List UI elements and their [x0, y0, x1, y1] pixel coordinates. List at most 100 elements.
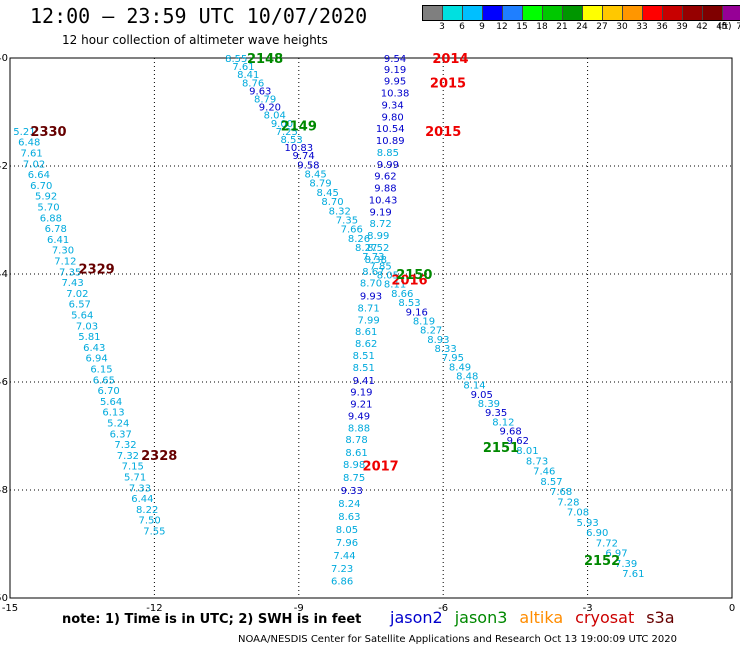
swh-value-label: 8.62	[355, 339, 377, 350]
swh-value-label: 8.05	[336, 525, 358, 536]
swh-value-label: 5.71	[124, 473, 146, 484]
legend-jason2: jason2	[390, 608, 443, 627]
swh-value-label: 6.86	[331, 577, 353, 588]
swh-value-label: 8.53	[280, 135, 302, 146]
color-swatch	[483, 6, 503, 20]
swh-value-label: 9.05	[471, 390, 493, 401]
swh-value-label: 6.41	[47, 235, 69, 246]
color-scale-tick: 27	[596, 22, 608, 32]
swh-value-label: 7.99	[357, 315, 379, 326]
swh-value-label: 6.88	[40, 213, 62, 224]
track-time-label: 2150	[396, 268, 432, 283]
color-scale-tick: 12	[496, 22, 508, 32]
swh-value-label: 10.38	[381, 89, 410, 100]
swh-value-label: 8.45	[317, 188, 339, 199]
track-time-label: 2152	[584, 554, 620, 569]
swh-value-label: 8.53	[398, 298, 420, 309]
swh-value-label: 7.43	[61, 278, 83, 289]
swh-value-label: 8.38	[365, 255, 387, 266]
x-tick-label: -12	[146, 603, 162, 614]
swh-value-label: 8.14	[463, 381, 485, 392]
swh-value-label: 5.92	[35, 192, 57, 203]
swh-value-label: 9.54	[384, 54, 406, 65]
x-tick-label: -3	[583, 603, 593, 614]
color-scale-ticks: 36912151821242730333639424570	[422, 22, 740, 36]
swh-value-label: 7.15	[122, 462, 144, 473]
swh-value-label: 6.94	[86, 354, 108, 365]
swh-value-label: 8.63	[338, 512, 360, 523]
color-swatch	[603, 6, 623, 20]
swh-value-label: 7.02	[23, 159, 45, 170]
swh-value-label: 9.00	[271, 119, 293, 130]
swh-value-label: 7.35	[59, 267, 81, 278]
legend-jason3: jason3	[454, 608, 508, 627]
color-scale-legend	[422, 5, 740, 21]
swh-value-label: 8.41	[237, 70, 259, 81]
swh-value-label: 9.62	[374, 172, 396, 183]
swh-value-label: 8.24	[338, 499, 360, 510]
swh-value-label: 8.67	[362, 267, 384, 278]
swh-value-label: 7.33	[129, 483, 151, 494]
swh-value-label: 8.05	[377, 271, 399, 282]
track-time-label: 2149	[281, 120, 317, 135]
y-tick-label: 40	[0, 53, 8, 64]
color-swatch	[723, 6, 740, 20]
color-swatch	[663, 6, 683, 20]
swh-value-label: 7.32	[117, 451, 139, 462]
track-time-label: 2015	[430, 76, 466, 91]
swh-value-label: 8.85	[377, 148, 399, 159]
swh-value-label: 7.61	[232, 62, 254, 73]
swh-value-label: 7.08	[567, 508, 589, 519]
swh-value-label: 8.11	[384, 280, 406, 291]
swh-value-label: 9.95	[384, 77, 406, 88]
swh-value-label: 8.61	[355, 327, 377, 338]
swh-value-label: 9.20	[259, 103, 281, 114]
color-scale-tick: 6	[459, 22, 465, 32]
swh-value-label: 6.57	[69, 300, 91, 311]
swh-value-label: 9.21	[350, 400, 372, 411]
swh-value-label: 9.16	[406, 307, 428, 318]
swh-value-label: 10.83	[284, 143, 313, 154]
swh-value-label: 6.44	[131, 494, 153, 505]
swh-value-label: 7.72	[596, 538, 618, 549]
swh-value-label: 8.45	[305, 170, 327, 181]
color-swatch	[703, 6, 723, 20]
swh-value-label: 7.85	[369, 261, 391, 272]
color-scale-tick: 18	[536, 22, 548, 32]
swh-value-label: 5.70	[37, 203, 59, 214]
swh-value-label: 8.61	[345, 448, 367, 459]
swh-value-label: 7.44	[333, 551, 355, 562]
x-tick-label: -15	[2, 603, 18, 614]
color-scale-tick: 3	[439, 22, 445, 32]
swh-value-label: 9.74	[292, 151, 314, 162]
swh-value-label: 8.55	[225, 54, 247, 65]
swh-value-label: 6.97	[605, 549, 627, 560]
swh-value-label: 7.39	[615, 559, 637, 570]
color-scale-tick: 15	[516, 22, 528, 32]
legend-altika: altika	[519, 608, 564, 627]
color-swatch	[503, 6, 523, 20]
swh-value-label: 7.95	[442, 353, 464, 364]
swh-value-label: 8.57	[540, 477, 562, 488]
swh-value-label: 9.34	[382, 100, 404, 111]
color-swatch	[683, 6, 703, 20]
x-tick-label: -9	[294, 603, 304, 614]
color-swatch	[623, 6, 643, 20]
swh-value-label: 8.79	[309, 179, 331, 190]
swh-value-label: 8.99	[367, 231, 389, 242]
track-time-label: 2329	[79, 263, 115, 278]
page-title: 12:00 – 23:59 UTC 10/07/2020	[30, 4, 368, 28]
swh-value-label: 8.98	[343, 460, 365, 471]
swh-value-label: 5.64	[71, 311, 93, 322]
color-scale-tick: 33	[636, 22, 648, 32]
swh-value-label: 8.76	[242, 78, 264, 89]
swh-value-label: 7.32	[114, 440, 136, 451]
legend-cryosat: cryosat	[575, 608, 635, 627]
swh-value-label: 8.79	[254, 95, 276, 106]
swh-value-label: 5.21	[13, 127, 35, 138]
color-swatch	[563, 6, 583, 20]
color-swatch	[583, 6, 603, 20]
color-scale-tick: 36	[656, 22, 668, 32]
swh-value-label: 6.70	[98, 386, 120, 397]
swh-value-label: 5.24	[107, 419, 129, 430]
